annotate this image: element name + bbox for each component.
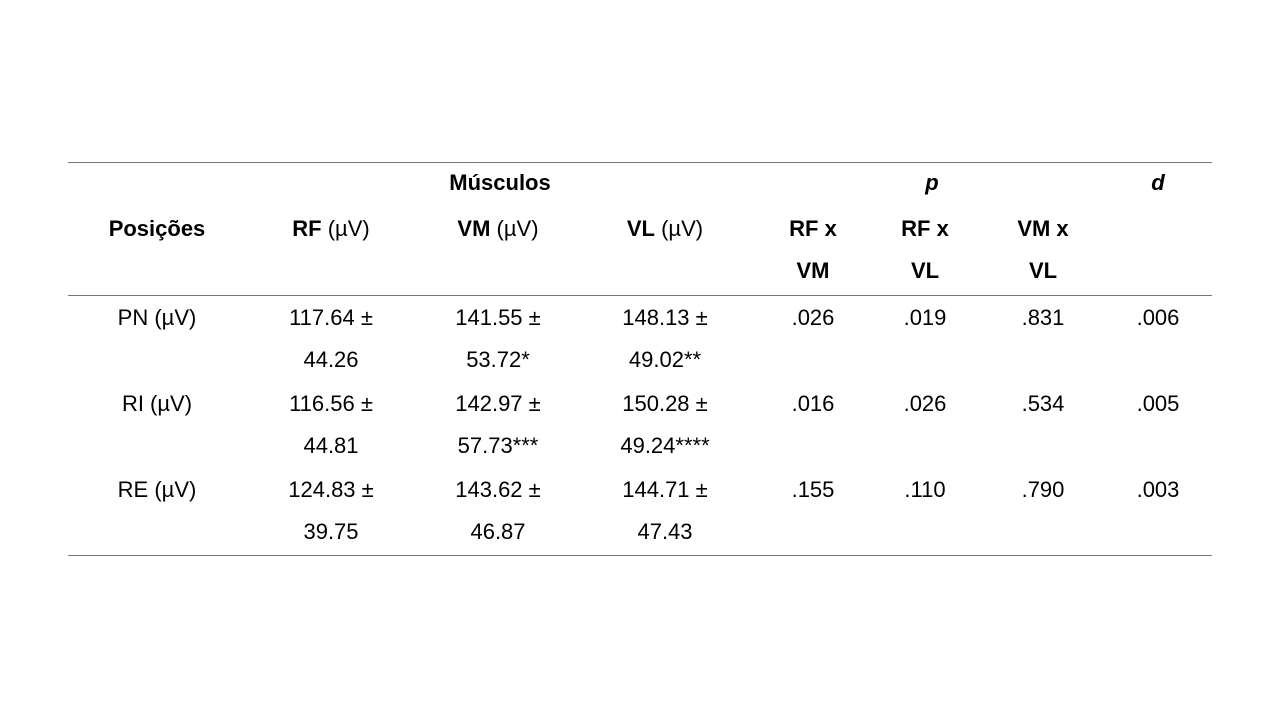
- table-cell: 116.56 ± 44.81: [289, 391, 373, 458]
- column-name: RF x VL: [901, 216, 949, 283]
- table-cell: 143.62 ± 46.87: [455, 477, 541, 544]
- column-header: VM (µV): [433, 208, 563, 250]
- group-header: p: [925, 170, 939, 195]
- column-header: RF (µV): [266, 208, 396, 250]
- header-rule: [68, 295, 1212, 296]
- column-unit: (µV): [661, 216, 704, 241]
- table-cell: .790: [1021, 477, 1065, 502]
- column-header: VL (µV): [595, 208, 735, 250]
- table-cell: .831: [1021, 305, 1065, 330]
- top-rule: [68, 162, 1212, 163]
- table-cell: .003: [1136, 477, 1180, 502]
- column-unit: (µV): [496, 216, 539, 241]
- column-unit: (µV): [327, 216, 370, 241]
- table-cell: RI (µV): [121, 391, 193, 416]
- table-cell: .005: [1136, 391, 1180, 416]
- table-cell: .006: [1136, 305, 1180, 330]
- table-cell: .155: [791, 477, 835, 502]
- column-header: RF x VM: [777, 208, 849, 292]
- group-header: d: [1151, 170, 1165, 195]
- table-cell: .026: [903, 391, 947, 416]
- table-cell: .110: [904, 477, 946, 502]
- column-name: Posições: [108, 216, 206, 241]
- table-cell: 142.97 ± 57.73***: [455, 391, 541, 458]
- column-header: VM x VL: [1007, 208, 1079, 292]
- column-name: RF x VM: [789, 216, 837, 283]
- bottom-rule: [68, 555, 1212, 556]
- table-cell: .026: [791, 305, 835, 330]
- table-cell: .534: [1021, 391, 1065, 416]
- table-cell: 117.64 ± 44.26: [289, 305, 373, 372]
- table-cell: RE (µV): [117, 477, 197, 502]
- column-name: VM: [457, 216, 491, 241]
- column-header: RF x VL: [889, 208, 961, 292]
- column-name: RF: [292, 216, 322, 241]
- table-cell: 124.83 ± 39.75: [288, 477, 374, 544]
- table-cell: 148.13 ± 49.02**: [622, 305, 708, 372]
- group-header: Músculos: [449, 170, 551, 195]
- column-name: VL: [626, 216, 655, 241]
- table-cell: 141.55 ± 53.72*: [455, 305, 541, 372]
- table-cell: 150.28 ± 49.24****: [620, 391, 710, 458]
- column-name: VM x VL: [1017, 216, 1069, 283]
- table-cell: .016: [791, 391, 835, 416]
- table-cell: 144.71 ± 47.43: [622, 477, 708, 544]
- table-cell: .019: [903, 305, 947, 330]
- column-header: Posições: [72, 208, 242, 250]
- table-cell: PN (µV): [117, 305, 197, 330]
